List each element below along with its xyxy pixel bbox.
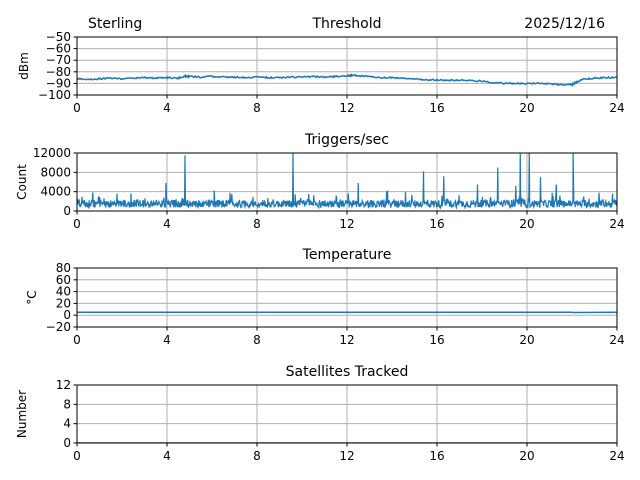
y-tick-label: 12000 [33, 146, 71, 160]
y-tick-label: 20 [56, 296, 71, 310]
x-tick-label: 0 [73, 449, 81, 463]
y-tick-label: 8000 [40, 165, 71, 179]
y-tick-label: −100 [38, 88, 71, 102]
x-tick-label: 0 [73, 101, 81, 115]
y-tick-label: 4000 [40, 185, 71, 199]
y-axis-label: Count [15, 164, 29, 200]
series-line [77, 153, 617, 210]
x-tick-label: 24 [609, 101, 624, 115]
y-tick-label: 12 [56, 378, 71, 392]
panel-1: 0 4 8 12 16 20 24 −100−90−80−70−60−50 Threshold d… [17, 16, 625, 115]
x-tick-label: 24 [609, 449, 624, 463]
panel-title: Threshold [312, 16, 382, 32]
panel-2: 0 4 8 12 16 20 24 0 4000 8000 12000 Triggers/sec Cou… [15, 132, 625, 231]
y-axis-label: °C [25, 290, 39, 304]
x-tick-label: 8 [253, 449, 261, 463]
y-tick-label: 40 [56, 285, 71, 299]
station-label: Sterling [88, 16, 142, 32]
x-tick-label: 12 [339, 101, 354, 115]
x-tick-label: 24 [609, 217, 624, 231]
x-tick-label: 4 [163, 217, 171, 231]
panel-title: Temperature [302, 247, 392, 263]
panel-4: 0 4 8 12 16 20 24 0 4 8 12 Satellites Tracked Number [15, 364, 625, 463]
x-tick-label: 4 [163, 101, 171, 115]
y-tick-label: 80 [56, 261, 71, 275]
date-label: 2025/12/16 [524, 16, 605, 32]
y-tick-label: 0 [63, 436, 71, 450]
x-tick-label: 20 [519, 217, 534, 231]
x-tick-label: 0 [73, 333, 81, 347]
x-tick-label: 8 [253, 217, 261, 231]
y-axis-label: dBm [17, 52, 31, 80]
y-tick-label: −60 [46, 42, 71, 56]
y-tick-label: −80 [46, 65, 71, 79]
y-tick-label: 0 [63, 204, 71, 218]
panels: 0 4 8 12 16 20 24 −100−90−80−70−60−50 Threshold d… [15, 16, 625, 463]
x-tick-label: 16 [429, 217, 444, 231]
x-tick-label: 8 [253, 333, 261, 347]
y-tick-label: 8 [63, 397, 71, 411]
x-tick-label: 16 [429, 333, 444, 347]
y-tick-label: −20 [46, 320, 71, 334]
x-tick-label: 24 [609, 333, 624, 347]
x-tick-label: 8 [253, 101, 261, 115]
x-tick-label: 4 [163, 333, 171, 347]
y-tick-label: 60 [56, 273, 71, 287]
y-tick-label: −70 [46, 53, 71, 67]
x-tick-label: 20 [519, 449, 534, 463]
y-tick-label: 0 [63, 308, 71, 322]
y-axis-label: Number [15, 390, 29, 438]
x-tick-label: 0 [73, 217, 81, 231]
y-tick-label: −90 [46, 76, 71, 90]
x-tick-label: 4 [163, 449, 171, 463]
panel-title: Triggers/sec [304, 132, 389, 148]
panel-title: Satellites Tracked [286, 364, 409, 380]
x-tick-label: 12 [339, 333, 354, 347]
y-tick-label: −50 [46, 30, 71, 44]
x-tick-label: 16 [429, 101, 444, 115]
x-tick-label: 16 [429, 449, 444, 463]
x-tick-label: 20 [519, 101, 534, 115]
y-tick-label: 4 [63, 417, 71, 431]
series-line [77, 73, 617, 88]
x-tick-label: 12 [339, 449, 354, 463]
x-tick-label: 12 [339, 217, 354, 231]
x-tick-label: 20 [519, 333, 534, 347]
